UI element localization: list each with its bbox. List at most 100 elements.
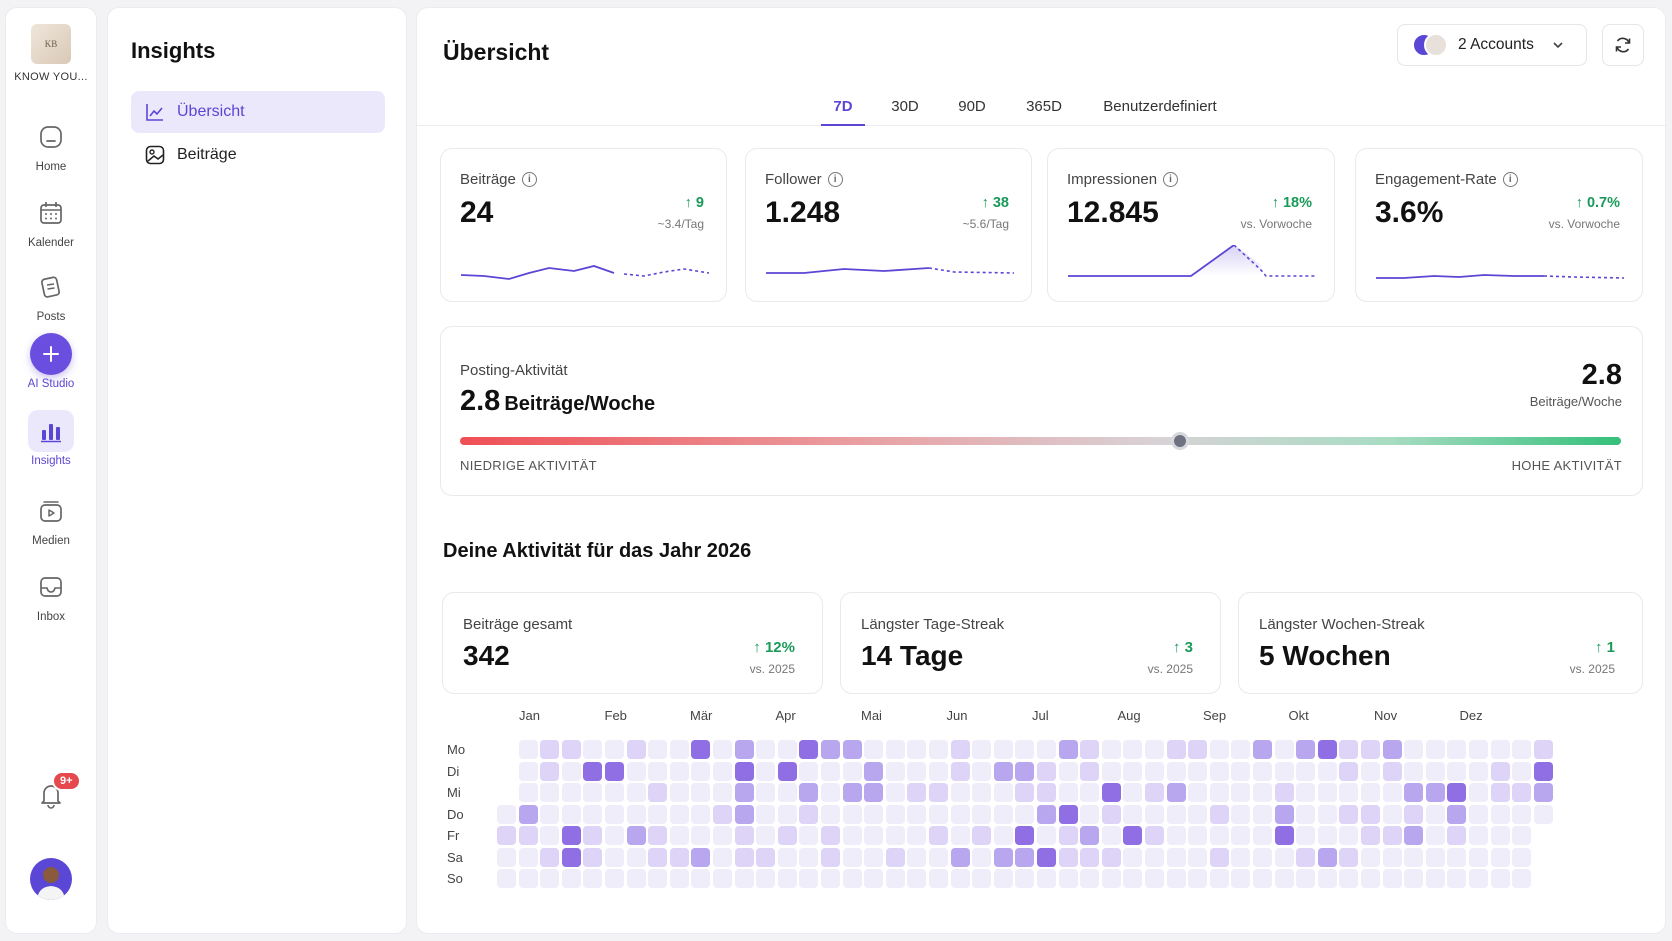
heatmap-cell[interactable]: [1015, 869, 1035, 888]
heatmap-cell[interactable]: [1404, 783, 1424, 802]
heatmap-cell[interactable]: [583, 740, 603, 759]
heatmap-cell[interactable]: [821, 869, 840, 888]
heatmap-cell[interactable]: [777, 804, 797, 824]
heatmap-cell[interactable]: [1317, 847, 1337, 867]
heatmap-cell[interactable]: [1080, 783, 1100, 802]
heatmap-cell[interactable]: [1361, 804, 1380, 824]
heatmap-cell[interactable]: [864, 804, 884, 824]
heatmap-cell[interactable]: [1058, 847, 1078, 867]
heatmap-cell[interactable]: [1512, 804, 1532, 824]
heatmap-cell[interactable]: [1037, 761, 1056, 781]
heatmap-cell[interactable]: [1447, 761, 1467, 781]
heatmap-cell[interactable]: [605, 804, 624, 824]
heatmap-cell[interactable]: [583, 783, 603, 802]
heatmap-cell[interactable]: [993, 740, 1013, 759]
heatmap-cell[interactable]: [1037, 783, 1056, 802]
heatmap-cell[interactable]: [756, 783, 776, 802]
heatmap-cell[interactable]: [1101, 740, 1121, 759]
heatmap-cell[interactable]: [605, 783, 624, 802]
heatmap-cell[interactable]: [561, 740, 581, 759]
heatmap-cell[interactable]: [1317, 826, 1337, 845]
heatmap-cell[interactable]: [1447, 804, 1467, 824]
heatmap-cell[interactable]: [864, 783, 884, 802]
heatmap-cell[interactable]: [1425, 826, 1445, 845]
heatmap-cell[interactable]: [842, 804, 862, 824]
heatmap-cell[interactable]: [1188, 783, 1208, 802]
heatmap-cell[interactable]: [1209, 847, 1229, 867]
heatmap-cell[interactable]: [1015, 804, 1035, 824]
heatmap-cell[interactable]: [1533, 740, 1553, 759]
heatmap-cell[interactable]: [1166, 761, 1186, 781]
heatmap-cell[interactable]: [1469, 761, 1488, 781]
heatmap-cell[interactable]: [1404, 804, 1424, 824]
heatmap-cell[interactable]: [734, 869, 754, 888]
heatmap-cell[interactable]: [1317, 804, 1337, 824]
heatmap-cell[interactable]: [605, 847, 624, 867]
heatmap-cell[interactable]: [799, 804, 819, 824]
heatmap-cell[interactable]: [1188, 847, 1208, 867]
heatmap-cell[interactable]: [1231, 826, 1251, 845]
heatmap-cell[interactable]: [713, 761, 732, 781]
heatmap-cell[interactable]: [669, 761, 689, 781]
heatmap-cell[interactable]: [1339, 761, 1359, 781]
heatmap-cell[interactable]: [929, 847, 948, 867]
heatmap-cell[interactable]: [1404, 869, 1424, 888]
heatmap-cell[interactable]: [821, 783, 840, 802]
heatmap-cell[interactable]: [1339, 783, 1359, 802]
heatmap-cell[interactable]: [1447, 783, 1467, 802]
heatmap-cell[interactable]: [1382, 761, 1402, 781]
heatmap-cell[interactable]: [626, 826, 646, 845]
heatmap-cell[interactable]: [1274, 740, 1294, 759]
heatmap-cell[interactable]: [1231, 761, 1251, 781]
heatmap-cell[interactable]: [1209, 869, 1229, 888]
heatmap-cell[interactable]: [1145, 847, 1164, 867]
heatmap-cell[interactable]: [1080, 804, 1100, 824]
heatmap-cell[interactable]: [1015, 783, 1035, 802]
heatmap-cell[interactable]: [1253, 761, 1272, 781]
heatmap-cell[interactable]: [1469, 847, 1488, 867]
heatmap-cell[interactable]: [777, 783, 797, 802]
heatmap-cell[interactable]: [1361, 783, 1380, 802]
heatmap-cell[interactable]: [1425, 740, 1445, 759]
heatmap-cell[interactable]: [605, 761, 624, 781]
heatmap-cell[interactable]: [1317, 869, 1337, 888]
heatmap-cell[interactable]: [885, 847, 905, 867]
heatmap-cell[interactable]: [1123, 783, 1143, 802]
heatmap-cell[interactable]: [799, 847, 819, 867]
heatmap-cell[interactable]: [713, 740, 732, 759]
heatmap-cell[interactable]: [1425, 761, 1445, 781]
heatmap-cell[interactable]: [540, 847, 560, 867]
heatmap-cell[interactable]: [648, 740, 668, 759]
heatmap-cell[interactable]: [993, 761, 1013, 781]
heatmap-cell[interactable]: [864, 847, 884, 867]
info-icon[interactable]: i: [1163, 172, 1179, 187]
heatmap-cell[interactable]: [1080, 740, 1100, 759]
heatmap-cell[interactable]: [821, 804, 840, 824]
heatmap-cell[interactable]: [1533, 761, 1553, 781]
tab-30d[interactable]: 30D: [891, 98, 919, 115]
heatmap-cell[interactable]: [907, 826, 927, 845]
heatmap-cell[interactable]: [950, 804, 970, 824]
heatmap-cell[interactable]: [1209, 826, 1229, 845]
heatmap-cell[interactable]: [1145, 826, 1164, 845]
heatmap-cell[interactable]: [1253, 826, 1272, 845]
heatmap-cell[interactable]: [1123, 761, 1143, 781]
heatmap-cell[interactable]: [972, 869, 992, 888]
heatmap-cell[interactable]: [1123, 847, 1143, 867]
heatmap-cell[interactable]: [1296, 740, 1316, 759]
heatmap-cell[interactable]: [777, 869, 797, 888]
tab-90d[interactable]: 90D: [958, 98, 986, 115]
heatmap-cell[interactable]: [540, 826, 560, 845]
heatmap-cell[interactable]: [1058, 783, 1078, 802]
heatmap-cell[interactable]: [691, 869, 711, 888]
tab-7d[interactable]: 7D: [821, 98, 865, 126]
heatmap-cell[interactable]: [842, 783, 862, 802]
heatmap-cell[interactable]: [1166, 826, 1186, 845]
heatmap-cell[interactable]: [1015, 826, 1035, 845]
rail-item-calendar[interactable]: Kalender: [6, 192, 96, 249]
heatmap-cell[interactable]: [821, 761, 840, 781]
heatmap-cell[interactable]: [1404, 740, 1424, 759]
heatmap-cell[interactable]: [777, 847, 797, 867]
heatmap-cell[interactable]: [972, 804, 992, 824]
heatmap-cell[interactable]: [1490, 740, 1510, 759]
